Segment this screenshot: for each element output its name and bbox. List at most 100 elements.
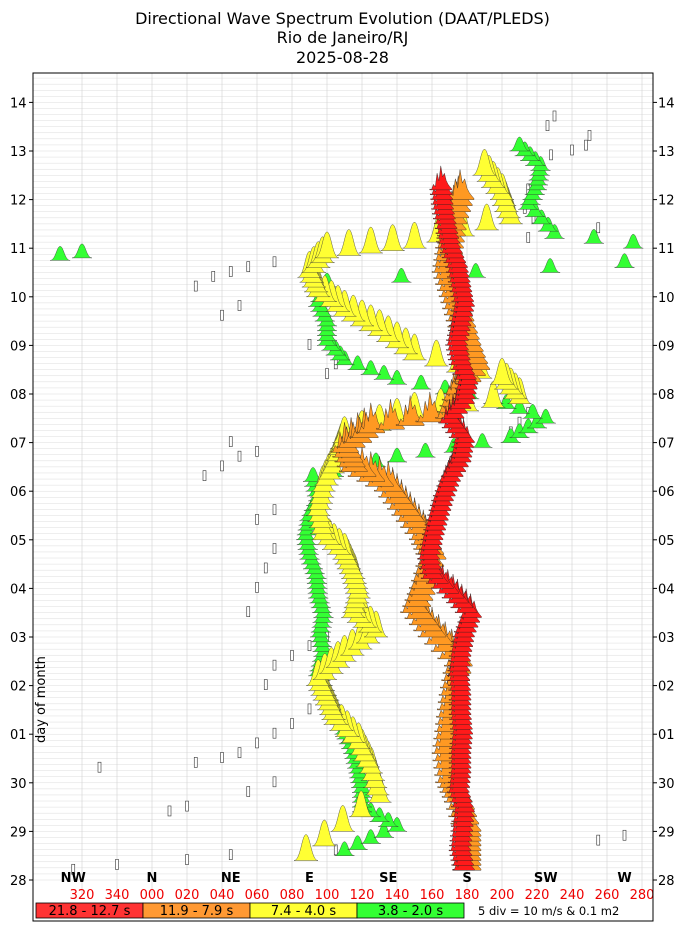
green-band-peak: [540, 258, 561, 273]
wind-marker: [185, 854, 189, 865]
green-band-peak: [465, 263, 486, 278]
green-band-peak: [583, 229, 604, 244]
direction-tick-label: 060: [245, 888, 270, 903]
orange-band-peak: [376, 399, 405, 430]
y-tick-label-right: 12: [658, 194, 675, 209]
green-band-peak: [500, 428, 521, 443]
yellow-band-peak: [349, 790, 374, 818]
wind-marker: [228, 266, 233, 277]
y-tick-label: 03: [10, 631, 27, 646]
compass-label: N: [147, 871, 158, 886]
wind-marker: [272, 727, 277, 739]
wind-marker: [255, 737, 259, 749]
wind-marker: [115, 859, 119, 870]
direction-tick-label: 140: [385, 888, 410, 903]
wind-marker: [220, 752, 224, 763]
data-marks: [50, 110, 644, 875]
orange-band-peak: [356, 451, 385, 482]
y-tick-label: 11: [10, 242, 27, 257]
direction-tick-label: 240: [560, 888, 585, 903]
direction-tick-label: 120: [350, 888, 375, 903]
legend-label: 11.9 - 7.9 s: [160, 904, 234, 919]
orange-band-peak: [356, 402, 385, 434]
y-tick-label: 07: [10, 437, 27, 452]
wind-marker: [237, 747, 242, 758]
wind-marker: [220, 460, 224, 472]
y-tick-label-right: 08: [658, 388, 675, 403]
direction-tick-label: 180: [455, 888, 480, 903]
wind-marker: [255, 582, 259, 593]
yellow-band-peak: [312, 819, 337, 847]
wind-marker: [255, 446, 259, 457]
yellow-band-peak: [380, 224, 405, 251]
wind-marker: [325, 368, 329, 379]
y-tick-label-right: 14: [658, 96, 675, 111]
green-band-peak: [509, 423, 530, 438]
compass-label: NE: [221, 871, 241, 886]
green-band-peak: [347, 835, 368, 850]
wind-marker: [211, 271, 216, 282]
wind-marker: [272, 256, 277, 268]
wind-marker: [584, 139, 588, 151]
yellow-band-peak: [314, 231, 340, 259]
wind-marker: [246, 786, 251, 797]
y-tick-label: 01: [10, 728, 27, 743]
y-tick-label: 30: [10, 777, 27, 792]
green-band-peak: [347, 355, 368, 370]
y-tick-label-right: 03: [658, 631, 675, 646]
green-band-peak: [623, 233, 644, 249]
green-band-peak: [509, 136, 530, 152]
wind-marker: [246, 261, 251, 272]
legend-swatch: [356, 902, 465, 919]
legend-label: 7.4 - 4.0 s: [271, 904, 336, 919]
y-tick-label-right: 28: [658, 874, 675, 889]
wind-marker: [570, 144, 574, 156]
green-band-peak: [531, 209, 552, 225]
compass-label: NW: [61, 871, 86, 886]
y-tick-label: 05: [10, 534, 27, 549]
green-band-peak: [391, 268, 412, 283]
green-band-peak: [415, 442, 436, 458]
wind-marker: [185, 800, 189, 812]
wind-marker: [290, 650, 294, 661]
wind-marker: [290, 718, 294, 729]
wind-marker: [307, 640, 312, 652]
y-tick-label-right: 06: [658, 485, 675, 500]
wind-marker: [263, 562, 268, 574]
scale-note: 5 div = 10 m/s & 0.1 m2: [478, 904, 619, 918]
y-tick-label: 04: [10, 582, 27, 597]
yellow-band-peak: [472, 149, 497, 176]
green-band-peak: [544, 224, 565, 239]
wind-marker: [587, 130, 592, 141]
y-tick-label-right: 30: [658, 777, 675, 792]
y-tick-label: 02: [10, 680, 27, 695]
direction-tick-label: 220: [525, 888, 550, 903]
orange-band-peak: [365, 456, 394, 487]
wind-marker: [272, 659, 277, 671]
yellow-band-peak: [358, 226, 383, 254]
wind-marker: [596, 222, 601, 234]
wind-marker: [307, 703, 312, 715]
plot-frame: [32, 72, 654, 922]
wind-marker: [167, 805, 172, 817]
wind-marker: [237, 450, 242, 462]
wind-marker: [549, 149, 553, 161]
green-band-peak: [518, 418, 539, 434]
direction-tick-label: 280: [630, 888, 655, 903]
direction-tick-label: 160: [420, 888, 445, 903]
yellow-band-peak: [293, 834, 319, 861]
direction-tick-label: 000: [140, 888, 165, 903]
y-tick-label: 06: [10, 485, 27, 500]
direction-tick-label: 020: [175, 888, 200, 903]
wind-marker: [622, 829, 627, 841]
yellow-band-peak: [402, 221, 427, 249]
wind-marker: [596, 834, 601, 846]
green-band-peak: [386, 370, 408, 385]
wind-marker: [237, 300, 242, 311]
wind-marker: [246, 606, 251, 618]
wind-marker: [228, 436, 233, 447]
direction-tick-label: 100: [315, 888, 340, 903]
yellow-band-peak: [489, 358, 515, 385]
wind-marker: [255, 514, 259, 525]
